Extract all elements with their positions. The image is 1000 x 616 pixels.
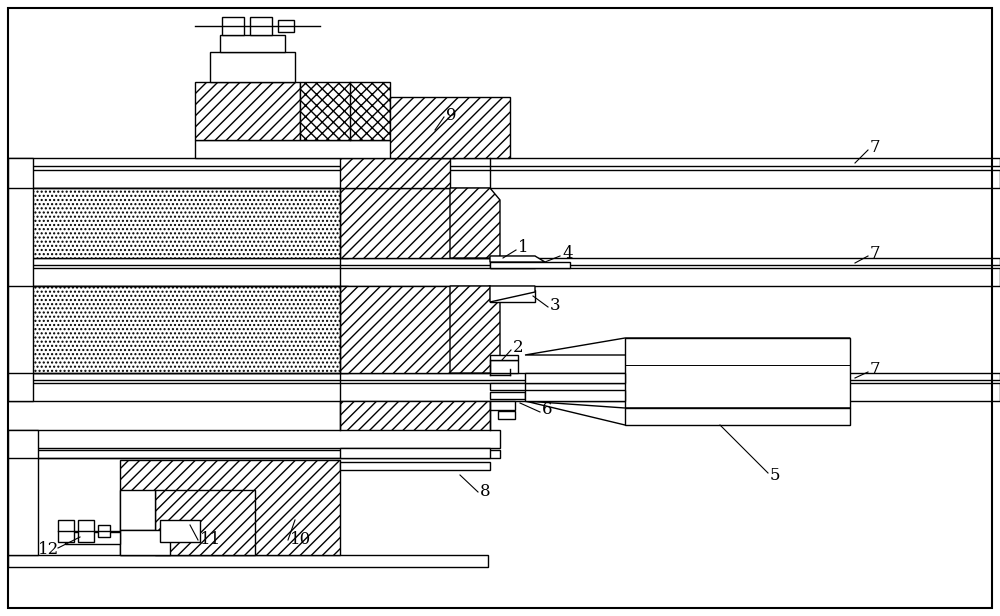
Bar (195, 140, 455, 158)
Bar (490, 360, 518, 373)
Bar (8, 258, 1000, 265)
Polygon shape (455, 188, 490, 258)
Bar (120, 490, 155, 530)
Polygon shape (490, 256, 545, 262)
Bar (250, 17, 272, 35)
Bar (160, 520, 200, 542)
Polygon shape (525, 401, 850, 425)
Bar (195, 82, 300, 140)
Bar (8, 383, 1000, 401)
Bar (8, 430, 38, 555)
Bar (340, 401, 490, 431)
Bar (300, 82, 390, 140)
Bar (490, 290, 535, 302)
Text: 12: 12 (38, 541, 59, 559)
Bar (525, 373, 625, 383)
Text: 2: 2 (513, 339, 524, 357)
Bar (220, 35, 285, 52)
Bar (490, 383, 525, 390)
Text: 6: 6 (542, 402, 552, 418)
Bar (210, 52, 295, 82)
Bar (490, 262, 570, 268)
Bar (120, 460, 340, 555)
Bar (8, 268, 1000, 286)
Bar (625, 408, 850, 425)
Bar (155, 490, 255, 555)
Text: 11: 11 (200, 532, 221, 548)
Bar (340, 462, 490, 470)
Bar (390, 97, 510, 158)
Text: 9: 9 (446, 107, 456, 123)
Polygon shape (455, 286, 490, 373)
Bar (8, 188, 348, 258)
Bar (625, 338, 850, 408)
Bar (340, 188, 490, 258)
Bar (98, 525, 110, 537)
Text: 3: 3 (550, 296, 561, 314)
Text: 1: 1 (518, 240, 529, 256)
Bar (278, 20, 294, 32)
Polygon shape (490, 286, 535, 302)
Bar (8, 158, 33, 401)
Bar (78, 520, 94, 542)
Bar (120, 530, 170, 555)
Bar (58, 520, 74, 542)
Bar (8, 158, 1000, 166)
Bar (8, 373, 1000, 380)
Text: 7: 7 (870, 245, 881, 262)
Text: 4: 4 (562, 246, 573, 262)
Bar (8, 430, 500, 448)
Polygon shape (525, 338, 850, 355)
Bar (8, 286, 348, 373)
Bar (222, 17, 244, 35)
Bar (8, 170, 1000, 188)
Bar (525, 390, 625, 401)
Bar (498, 411, 515, 419)
Polygon shape (490, 355, 518, 360)
Text: 7: 7 (870, 362, 881, 378)
Bar (490, 392, 525, 399)
Bar (8, 555, 488, 567)
Text: 10: 10 (290, 532, 311, 548)
Bar (490, 401, 515, 410)
Bar (340, 158, 450, 188)
Bar (8, 450, 500, 458)
Polygon shape (450, 188, 500, 258)
Polygon shape (450, 286, 500, 373)
Bar (65, 532, 120, 544)
Bar (340, 286, 490, 373)
Bar (340, 448, 490, 458)
Bar (490, 256, 535, 268)
Text: 5: 5 (770, 466, 780, 484)
Text: 8: 8 (480, 484, 491, 500)
Text: 7: 7 (870, 139, 881, 156)
